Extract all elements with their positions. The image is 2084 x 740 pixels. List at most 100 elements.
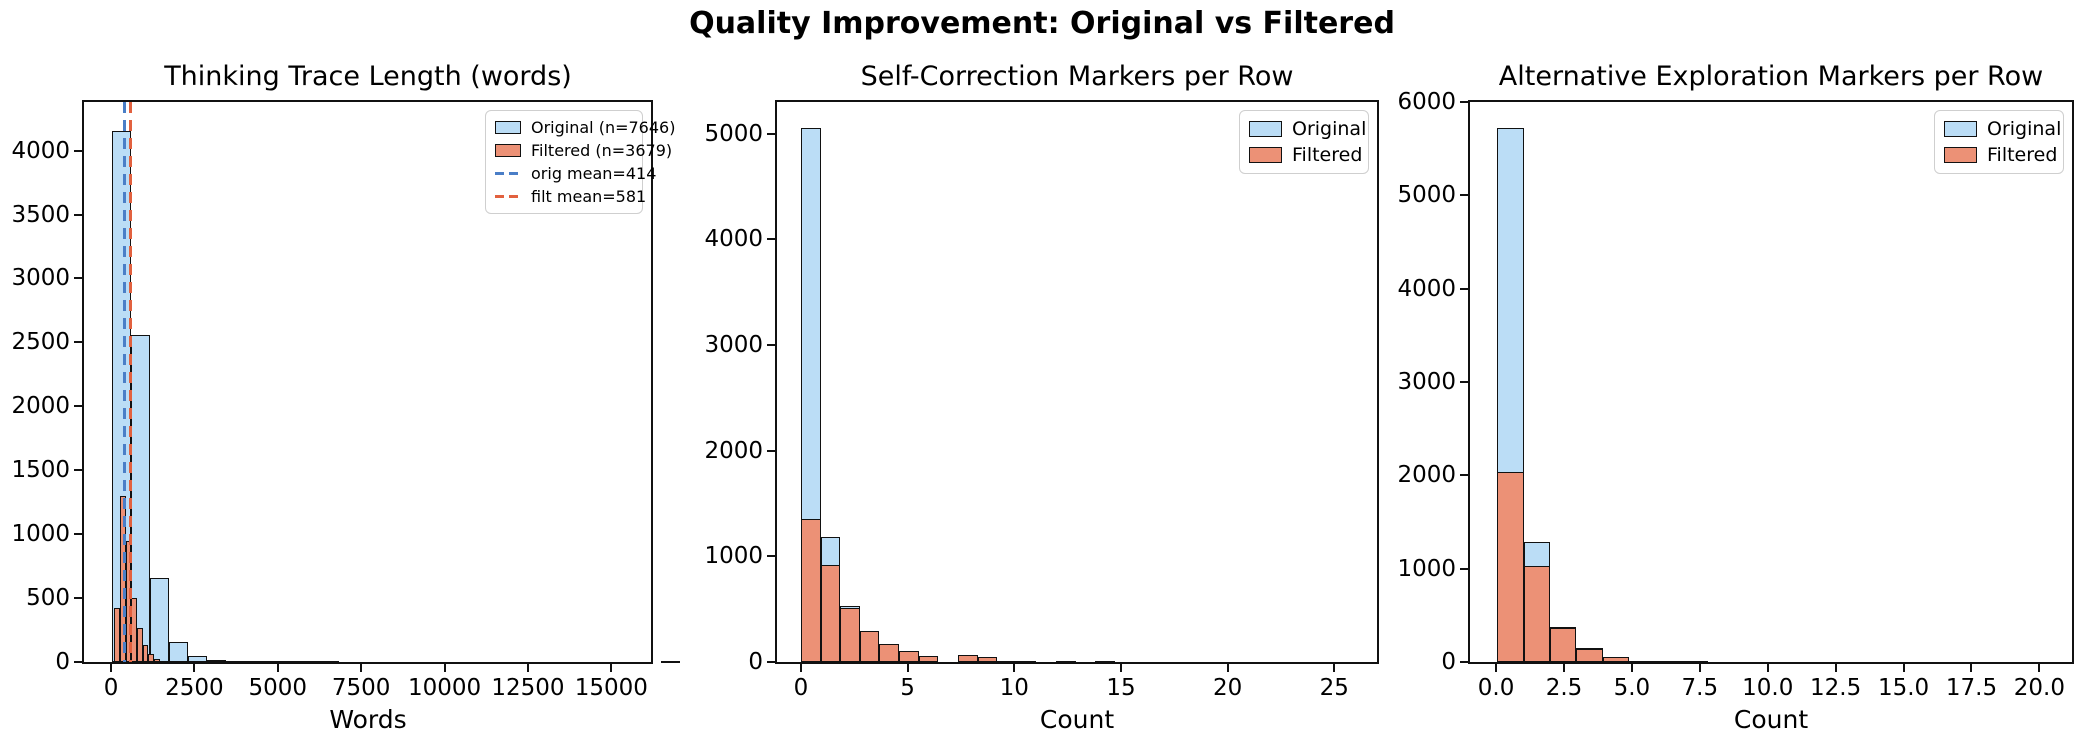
x-tick-mark (1630, 664, 1633, 672)
x-tick-mark (1226, 664, 1229, 672)
legend-2: Original Filtered (1934, 110, 2064, 174)
y-tick-label: 6000 (1397, 89, 1456, 115)
x-tick-label: 5000 (248, 675, 308, 701)
bar-filtered-7 (1681, 660, 1709, 663)
x-tick-label: 7500 (331, 675, 391, 701)
bar-original-2 (150, 577, 170, 662)
x-tick-mark (906, 664, 909, 672)
x-tick-mark (1834, 664, 1837, 672)
x-tick-mark (1119, 664, 1122, 672)
x-tick-label: 7.5 (1681, 675, 1719, 701)
x-tick-label: 5 (900, 675, 915, 701)
legend-item: Original (1249, 118, 1366, 140)
y-tick-mark (74, 533, 82, 536)
legend-patch-swatch-icon (1944, 121, 1977, 137)
x-tick-mark (610, 664, 613, 672)
y-tick-mark (767, 449, 775, 452)
y-tick-mark (767, 132, 775, 135)
bar-filtered-6 (1655, 660, 1682, 663)
x-tick-mark (193, 664, 196, 672)
legend-item: Original (n=7646) (495, 118, 675, 137)
bar-filtered-2 (1550, 627, 1577, 662)
bar-original-4 (187, 655, 207, 662)
y-tick-mark (74, 405, 82, 408)
bar-filtered-6 (918, 656, 939, 662)
x-tick-label: 10000 (407, 675, 482, 701)
legend-item: Filtered (1249, 144, 1363, 166)
x-tick-label: 5.0 (1613, 675, 1651, 701)
x-tick-mark (2038, 664, 2041, 672)
bar-filtered-8 (957, 655, 978, 662)
y-tick-mark (767, 661, 775, 663)
x-tick-mark (1495, 664, 1498, 672)
legend-label: Filtered (1292, 144, 1363, 166)
y-tick-label: 4000 (1397, 275, 1456, 302)
legend-label: Original (1987, 118, 2062, 140)
x-tick-mark (276, 664, 279, 672)
y-tick-label: 0 (1441, 649, 1456, 675)
bar-original-6 (225, 660, 245, 663)
legend-patch-swatch-icon (1944, 147, 1977, 163)
x-tick-mark (1902, 664, 1905, 672)
x-tick-mark (799, 664, 802, 672)
bar-filtered-2 (840, 608, 860, 662)
x-tick-label: 20.0 (2013, 675, 2065, 701)
legend-label: filt mean=581 (531, 187, 647, 206)
bar-original-5 (206, 660, 226, 663)
bar-filtered-3 (1576, 648, 1603, 662)
y-tick-mark (767, 344, 775, 347)
bar-original-7 (244, 660, 264, 663)
bar-filtered-7 (154, 658, 160, 662)
legend-1: Original Filtered (1239, 110, 1369, 174)
x-tick-label: 10.0 (1742, 675, 1794, 701)
mean-line-filtered (128, 102, 132, 662)
bar-filtered-9 (977, 657, 998, 662)
figure-suptitle: Quality Improvement: Original vs Filtere… (689, 6, 1395, 41)
x-tick-mark (1698, 664, 1701, 672)
y-tick-mark (74, 213, 82, 216)
bar-filtered-4 (1602, 657, 1630, 662)
x-tick-label: 15 (1106, 675, 1136, 701)
y-tick-label: 1500 (11, 457, 70, 484)
y-tick-mark (1460, 101, 1468, 103)
x-tick-mark (1970, 664, 1973, 672)
bar-original-8 (263, 660, 283, 663)
y-tick-label: 500 (26, 585, 70, 612)
bar-original-3 (169, 642, 188, 662)
legend-item: Filtered (1944, 144, 2057, 166)
y-tick-mark (1460, 287, 1468, 290)
bar-original-11 (320, 660, 340, 663)
x-tick-label: 0 (103, 675, 119, 701)
plot-area-0 (82, 100, 653, 664)
bar-filtered-5 (1629, 660, 1656, 663)
x-tick-mark (360, 664, 363, 672)
y-tick-label: 2500 (11, 329, 70, 356)
y-tick-mark (1460, 661, 1468, 663)
x-tick-mark (1013, 664, 1016, 672)
plot-area-2 (1468, 100, 2074, 664)
x-tick-mark (1562, 664, 1565, 672)
x-tick-mark (443, 664, 446, 672)
x-axis-label-words: Words (329, 705, 407, 734)
y-tick-mark (767, 555, 775, 558)
x-tick-mark (526, 664, 529, 672)
bar-original-10 (301, 660, 321, 663)
legend-patch-swatch-icon (1249, 147, 1282, 163)
legend-dash-swatch-icon (495, 171, 521, 176)
bar-original-29 (660, 660, 680, 663)
y-tick-label: 4000 (11, 137, 70, 164)
y-tick-mark (74, 149, 82, 152)
y-tick-mark (1460, 381, 1468, 383)
y-tick-label: 3500 (11, 201, 70, 228)
x-tick-label: 12500 (491, 675, 565, 701)
x-axis-label-count-1: Count (1039, 705, 1115, 734)
y-tick-label: 0 (748, 649, 763, 675)
y-tick-mark (74, 277, 82, 280)
x-tick-label: 2500 (165, 675, 224, 701)
legend-patch-swatch-icon (1249, 121, 1282, 137)
bar-filtered-5 (899, 651, 919, 662)
x-tick-mark (1333, 664, 1336, 672)
y-tick-label: 2000 (704, 437, 763, 464)
y-tick-mark (74, 597, 82, 600)
legend-0: Original (n=7646) Filtered (n=3679) orig m… (485, 110, 675, 214)
